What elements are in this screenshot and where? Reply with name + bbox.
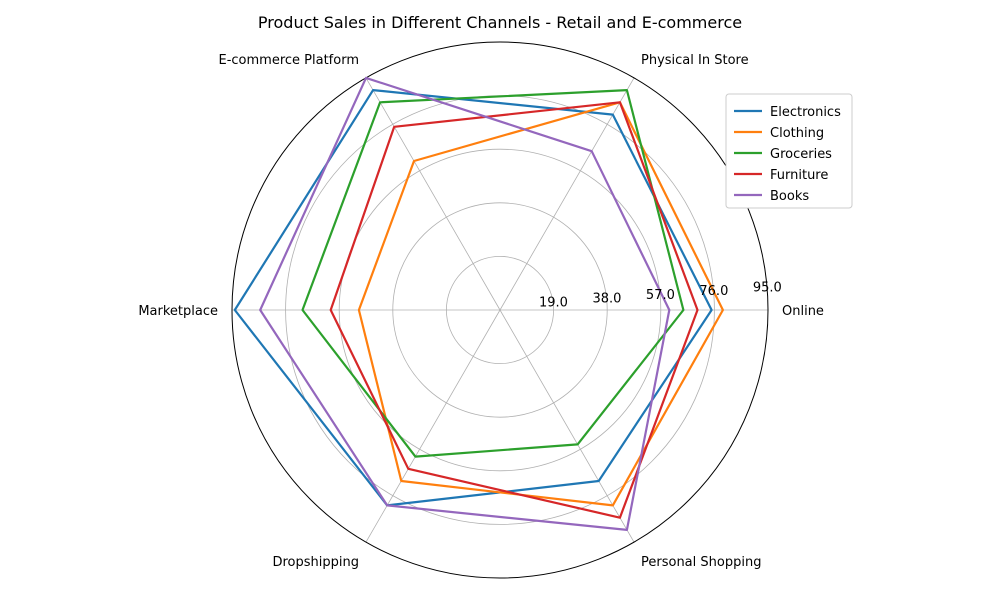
legend-entry: Electronics (770, 105, 841, 120)
legend-entry: Furniture (770, 168, 828, 183)
category-label: E-commerce Platform (219, 53, 360, 68)
series-line-groceries (301, 88, 685, 458)
grid-spoke (365, 309, 501, 543)
radar-grid (231, 41, 769, 579)
category-label: Physical In Store (641, 53, 749, 68)
category-label: Personal Shopping (641, 555, 761, 570)
outer-frame (231, 41, 769, 579)
category-label: Dropshipping (272, 555, 359, 570)
radial-tick-label: 76.0 (699, 284, 728, 299)
radial-tick-label: 38.0 (592, 292, 621, 307)
legend: Electronics Clothing Groceries Furniture Boo… (725, 93, 853, 209)
chart-title: Product Sales in Different Channels - Re… (258, 13, 742, 32)
series-line-books (259, 76, 671, 532)
category-label: Marketplace (138, 304, 218, 319)
legend-entry: Groceries (770, 147, 832, 162)
category-label: Online (782, 304, 824, 319)
grid-spoke (365, 77, 501, 311)
legend-frame (725, 93, 853, 209)
radial-tick-label: 95.0 (753, 280, 782, 295)
grid-spoke (499, 77, 635, 311)
legend-entry: Books (770, 189, 809, 204)
series-line-furniture (329, 101, 699, 519)
series-line-electronics (233, 88, 713, 507)
radial-tick-label: 19.0 (539, 295, 568, 310)
legend-entry: Clothing (770, 126, 824, 141)
grid-spoke (499, 309, 635, 543)
series-lines (233, 76, 725, 532)
radial-tick-label: 57.0 (646, 288, 675, 303)
